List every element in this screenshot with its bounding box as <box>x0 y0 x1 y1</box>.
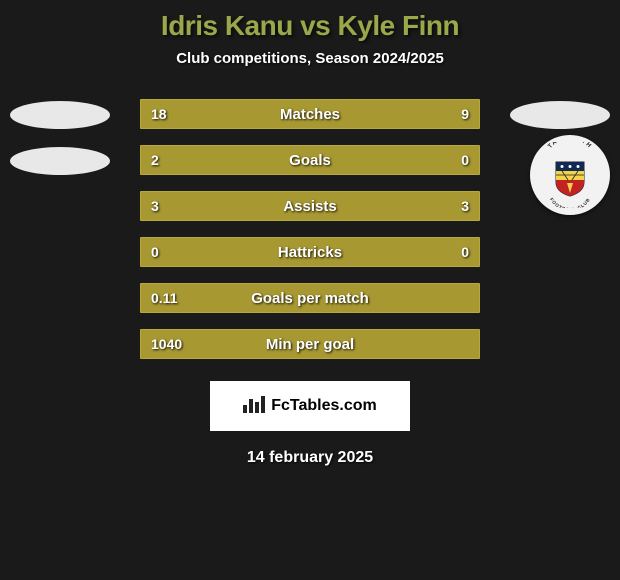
stat-value-right <box>459 330 479 358</box>
stat-value-right: 3 <box>451 192 479 220</box>
stat-value-left: 0 <box>141 238 169 266</box>
page-subtitle: Club competitions, Season 2024/2025 <box>0 50 620 67</box>
stat-row: TAMWORTH FOOTBALL CLUB <box>0 143 620 189</box>
stat-bar: Matches18 9 <box>140 99 480 129</box>
stat-bar: Goals2 0 <box>140 145 480 175</box>
stat-value-right: 0 <box>451 146 479 174</box>
brand-text: FcTables.com <box>271 397 377 415</box>
stat-label: Goals per match <box>141 284 479 312</box>
stat-bar: Hattricks0 0 <box>140 237 480 267</box>
stat-bar: Min per goal1040 <box>140 329 480 359</box>
stat-value-left: 3 <box>141 192 169 220</box>
stat-value-left: 18 <box>141 100 177 128</box>
stat-label: Assists <box>141 192 479 220</box>
stat-value-left: 1040 <box>141 330 192 358</box>
stat-rows: Matches18 9 TAMWORTH FOOTBALL CLUB <box>0 97 620 373</box>
page-title: Idris Kanu vs Kyle Finn <box>0 10 620 42</box>
stat-bar: Goals per match0.11 <box>140 283 480 313</box>
stat-row: Matches18 9 <box>0 97 620 143</box>
player-left-ellipse <box>10 101 110 129</box>
date-text: 14 february 2025 <box>0 449 620 467</box>
stat-label: Matches <box>141 100 479 128</box>
stat-value-right: 0 <box>451 238 479 266</box>
player-left-ellipse <box>10 147 110 175</box>
comparison-infographic: Idris Kanu vs Kyle Finn Club competition… <box>0 0 620 467</box>
stat-value-left: 2 <box>141 146 169 174</box>
player-right-ellipse <box>510 101 610 129</box>
stat-value-left: 0.11 <box>141 284 187 312</box>
brand-box[interactable]: FcTables.com <box>210 381 410 431</box>
stat-row: Hattricks0 0 <box>0 235 620 281</box>
brand-chart-icon <box>243 395 265 418</box>
stat-row: Min per goal1040 <box>0 327 620 373</box>
svg-text:TAMWORTH: TAMWORTH <box>547 142 592 150</box>
stat-row: Goals per match0.11 <box>0 281 620 327</box>
stat-label: Goals <box>141 146 479 174</box>
stat-value-right: 9 <box>451 100 479 128</box>
stat-label: Hattricks <box>141 238 479 266</box>
stat-bar: Assists3 3 <box>140 191 480 221</box>
stat-value-right <box>459 284 479 312</box>
stat-row: Assists3 3 <box>0 189 620 235</box>
